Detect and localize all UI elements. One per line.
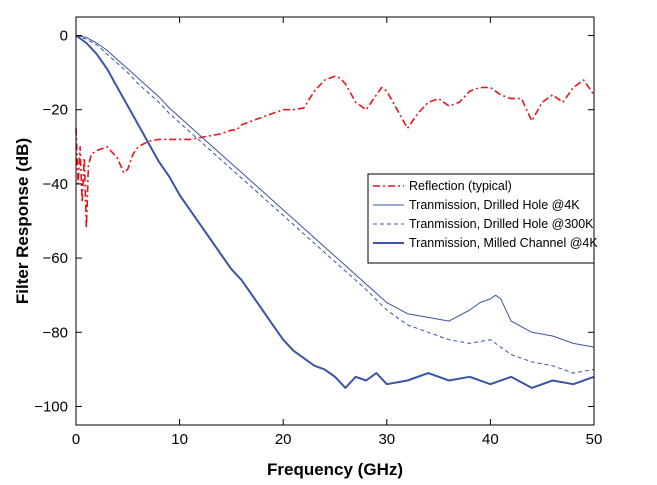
y-tick-label-80: −80 bbox=[43, 324, 68, 341]
series-line-milled-4k bbox=[75, 34, 595, 389]
series-line-reflection bbox=[75, 75, 595, 230]
x-tick-label-20: 20 bbox=[275, 431, 292, 448]
legend-label-drilled-4k: Tranmission, Drilled Hole @4K bbox=[409, 198, 580, 212]
series-line-drilled-4k bbox=[75, 35, 595, 348]
legend-label-reflection: Reflection (typical) bbox=[409, 179, 512, 193]
x-axis-title: Frequency (GHz) bbox=[267, 460, 403, 479]
series-layer bbox=[75, 34, 595, 389]
y-axis-title: Filter Response (dB) bbox=[13, 138, 32, 304]
y-tick-label-20: −20 bbox=[43, 102, 68, 119]
tick-layer: 0 10 20 30 40 50 0 −20 −40 −60 −80 −100 bbox=[34, 17, 602, 448]
x-tick-label-30: 30 bbox=[378, 431, 395, 448]
x-tick-label-10: 10 bbox=[171, 431, 188, 448]
y-tick-label-0: 0 bbox=[60, 28, 68, 45]
series-line-drilled-300k bbox=[75, 35, 595, 374]
legend-label-drilled-300k: Tranmission, Drilled Hole @300K bbox=[409, 217, 594, 231]
legend: Reflection (typical) Tranmission, Drille… bbox=[367, 173, 598, 264]
y-tick-label-60: −60 bbox=[43, 250, 68, 267]
x-tick-label-50: 50 bbox=[586, 431, 603, 448]
legend-box bbox=[367, 173, 595, 264]
x-tick-label-40: 40 bbox=[482, 431, 499, 448]
y-tick-label-40: −40 bbox=[43, 176, 68, 193]
legend-label-milled-4k: Tranmission, Milled Channel @4K bbox=[409, 236, 598, 250]
y-tick-label-100: −100 bbox=[34, 398, 68, 415]
x-tick-label-0: 0 bbox=[72, 431, 80, 448]
